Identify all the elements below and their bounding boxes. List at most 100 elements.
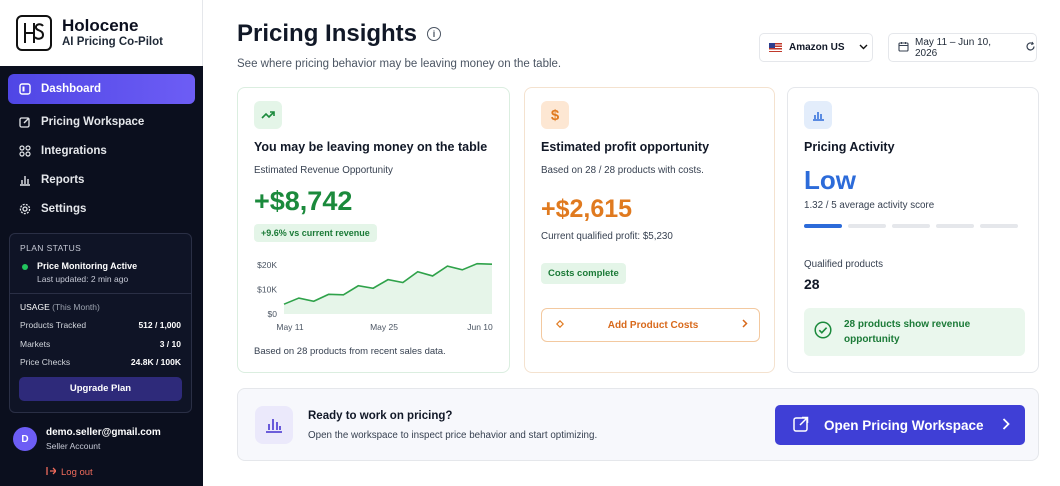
- usage-label: Markets: [20, 338, 51, 349]
- pricing-activity-card: Pricing Activity Low 1.32 / 5 average ac…: [787, 87, 1039, 373]
- check-circle-icon: [814, 320, 832, 344]
- revenue-note-text: 28 products show revenue opportunity: [844, 319, 971, 345]
- brand-header[interactable]: Holocene AI Pricing Co-Pilot: [0, 0, 203, 66]
- sidebar-item-label: Pricing Workspace: [41, 115, 145, 128]
- refresh-icon[interactable]: [1025, 41, 1036, 55]
- add-product-costs-button[interactable]: Add Product Costs: [541, 308, 760, 342]
- date-range-value: May 11 – Jun 10, 2026: [915, 36, 991, 59]
- date-range-picker[interactable]: May 11 – Jun 10, 2026: [888, 33, 1037, 62]
- logout-link[interactable]: Log out: [46, 466, 93, 479]
- workspace-banner: Ready to work on pricing? Open the works…: [237, 388, 1039, 461]
- divider: [10, 293, 191, 294]
- user-account[interactable]: D demo.seller@gmail.com Seller Account: [13, 427, 161, 451]
- bar-chart-icon: [804, 101, 832, 129]
- market-value: Amazon US: [789, 42, 845, 53]
- revenue-line: [283, 262, 493, 305]
- revenue-opportunity-note: 28 products show revenue opportunity: [804, 308, 1025, 356]
- us-flag-icon: [769, 43, 782, 52]
- edit-icon: [18, 115, 32, 129]
- open-workspace-label: Open Pricing Workspace: [824, 417, 984, 433]
- logout-icon: [46, 466, 57, 479]
- revenue-area: [284, 263, 492, 314]
- activity-level: Low: [804, 165, 856, 195]
- usage-row: Markets 3 / 10: [10, 335, 191, 354]
- open-pricing-workspace-button[interactable]: Open Pricing Workspace: [775, 405, 1025, 445]
- market-select[interactable]: Amazon US: [759, 33, 873, 62]
- upgrade-plan-button[interactable]: Upgrade Plan: [19, 376, 182, 401]
- dollar-icon: $: [541, 101, 569, 129]
- usage-row: Products Tracked 512 / 1,000: [10, 316, 191, 335]
- trending-up-icon: [254, 101, 282, 129]
- hs-monogram-logo: [16, 15, 52, 51]
- revenue-opportunity-card: You may be leaving money on the table Es…: [237, 87, 510, 373]
- activity-segment: [980, 224, 1018, 228]
- revenue-opportunity-value: +$8,742: [254, 186, 353, 216]
- qualified-products-value: 28: [804, 276, 820, 292]
- integrations-icon: [18, 144, 32, 158]
- usage-header-label: USAGE: [20, 302, 50, 312]
- activity-segment: [804, 224, 842, 228]
- sidebar-nav: Dashboard Pricing Workspace Integrations…: [0, 70, 203, 223]
- plan-updated-text: Last updated: 2 min ago: [37, 274, 129, 284]
- sidebar-item-label: Settings: [41, 202, 87, 215]
- x-tick-label: Jun 10: [467, 322, 493, 332]
- calendar-icon: [898, 41, 909, 55]
- y-tick-label: $10K: [257, 284, 277, 294]
- card-title: Estimated profit opportunity: [541, 140, 710, 154]
- usage-value: 512 / 1,000: [138, 320, 181, 331]
- qualified-products-label: Qualified products: [804, 259, 883, 270]
- reports-icon: [18, 173, 32, 187]
- add-product-costs-label: Add Product Costs: [607, 319, 699, 331]
- diamond-icon: [555, 319, 565, 331]
- costs-status-badge: Costs complete: [541, 263, 626, 284]
- usage-header: USAGE (This Month): [10, 294, 191, 312]
- external-link-icon: [793, 416, 809, 435]
- current-profit-text: Current qualified profit: $5,230: [541, 231, 673, 242]
- chart-footnote: Based on 28 products from recent sales d…: [254, 346, 446, 357]
- card-title: You may be leaving money on the table: [254, 140, 488, 154]
- usage-value: 24.8K / 100K: [130, 357, 181, 368]
- plan-status-header: PLAN STATUS: [20, 243, 82, 253]
- sidebar-item-pricing-workspace[interactable]: Pricing Workspace: [8, 107, 195, 136]
- banner-subtitle: Open the workspace to inspect price beha…: [308, 430, 598, 441]
- gear-icon: [18, 202, 32, 216]
- user-email: demo.seller@gmail.com: [46, 427, 161, 438]
- usage-period: (This Month): [52, 302, 100, 312]
- sidebar-item-label: Integrations: [41, 144, 107, 157]
- card-subtitle: Based on 28 / 28 products with costs.: [541, 165, 704, 176]
- logout-label: Log out: [61, 467, 93, 478]
- activity-segment: [936, 224, 974, 228]
- status-dot-icon: [22, 264, 28, 270]
- sidebar-item-reports[interactable]: Reports: [8, 165, 195, 194]
- profit-opportunity-card: $ Estimated profit opportunity Based on …: [524, 87, 775, 373]
- x-tick-label: May 11: [276, 322, 304, 332]
- sidebar-item-dashboard[interactable]: Dashboard: [8, 74, 195, 104]
- plan-status-panel: PLAN STATUS Price Monitoring Active Last…: [9, 233, 192, 413]
- sidebar-item-settings[interactable]: Settings: [8, 194, 195, 223]
- chevron-right-icon: [1002, 417, 1010, 434]
- sidebar-item-label: Reports: [41, 173, 85, 186]
- sidebar-item-integrations[interactable]: Integrations: [8, 136, 195, 165]
- info-icon[interactable]: i: [427, 27, 442, 41]
- activity-score-text: 1.32 / 5 average activity score: [804, 200, 935, 211]
- avatar: D: [13, 427, 37, 451]
- chevron-down-icon: [859, 42, 868, 53]
- activity-segment: [892, 224, 930, 228]
- main-content: Pricing Insights i See where pricing beh…: [203, 0, 1060, 486]
- page-title: Pricing Insights i: [237, 20, 442, 48]
- x-tick-label: May 25: [370, 322, 398, 332]
- revenue-delta-badge: +9.6% vs current revenue: [254, 224, 377, 242]
- page-title-text: Pricing Insights: [237, 20, 418, 47]
- revenue-trend-chart: $0 $10K $20K May 11 May 25 Jun 10: [257, 260, 493, 332]
- profit-opportunity-value: +$2,615: [541, 195, 633, 223]
- card-title: Pricing Activity: [804, 140, 895, 154]
- y-tick-label: $20K: [257, 260, 277, 270]
- brand-tagline: AI Pricing Co-Pilot: [62, 36, 163, 48]
- user-role: Seller Account: [46, 441, 101, 451]
- banner-title: Ready to work on pricing?: [308, 410, 453, 422]
- card-subtitle: Estimated Revenue Opportunity: [254, 165, 393, 176]
- chevron-right-icon: [742, 319, 748, 331]
- activity-segment: [848, 224, 886, 228]
- sidebar-item-label: Dashboard: [41, 83, 102, 95]
- sidebar: Holocene AI Pricing Co-Pilot Dashboard P…: [0, 0, 203, 486]
